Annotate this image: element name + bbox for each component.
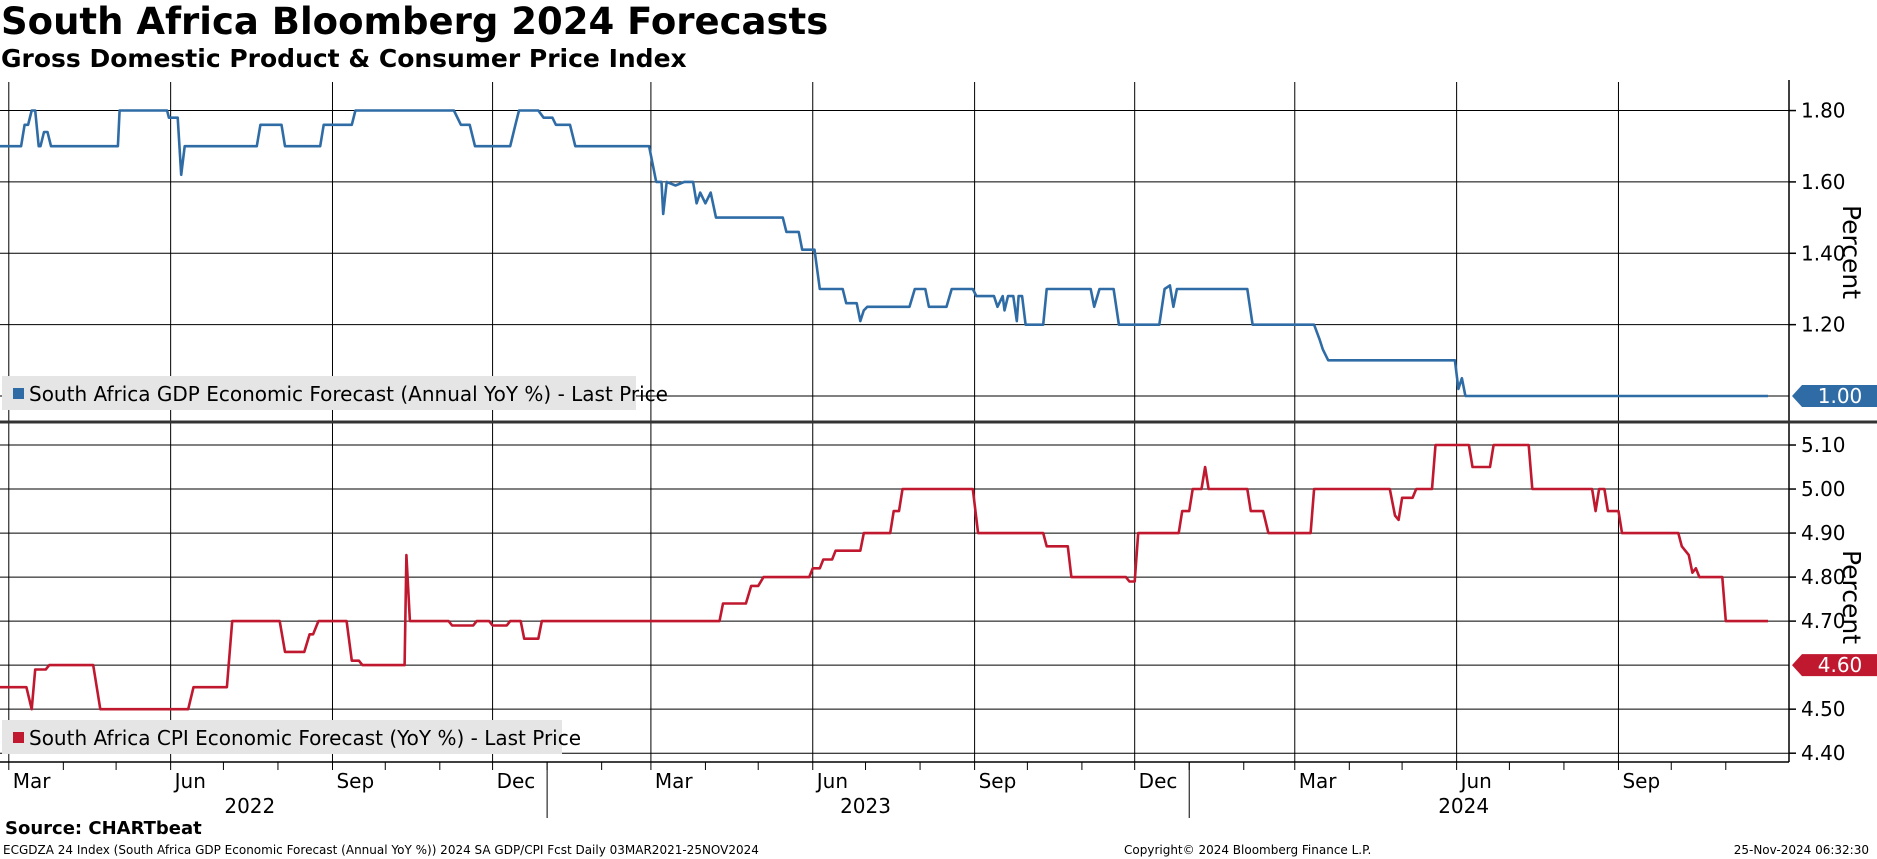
legend-swatch	[13, 732, 24, 743]
series-line	[0, 109, 1768, 398]
y-tick-label: 1.20	[1801, 313, 1846, 337]
legend-box	[2, 376, 636, 410]
last-value-tag: 4.60	[1792, 653, 1877, 677]
last-value-badge	[1792, 385, 1877, 408]
y-tick-label: 1.40	[1801, 241, 1846, 265]
x-year-label: 2023	[840, 794, 891, 818]
y-tick-label: 4.50	[1801, 697, 1846, 721]
gdp-panel: 1.80 1.60 1.40 1.20 1.00 Percent South Africa …	[0, 80, 1877, 421]
x-tick-label: Mar	[1299, 769, 1338, 793]
timestamp: 25-Nov-2024 06:32:30	[1733, 843, 1869, 857]
legend: South Africa CPI Economic Forecast (YoY …	[2, 720, 581, 754]
ticker-info: ECGDZA 24 Index (South Africa GDP Econom…	[3, 843, 759, 857]
y-tick-label: 4.90	[1801, 521, 1846, 545]
x-tick-label: Jun	[815, 769, 848, 793]
x-year-label: 2024	[1438, 794, 1489, 818]
y-tick-label: 1.80	[1801, 99, 1846, 123]
y-tick-label: 5.00	[1801, 477, 1846, 501]
x-tick-label: Sep	[979, 769, 1017, 793]
page-title: South Africa Bloomberg 2024 Forecasts	[1, 0, 829, 43]
y-tick-label: 4.80	[1801, 565, 1846, 589]
last-value-label: 1.00	[1818, 384, 1863, 408]
legend-label: South Africa CPI Economic Forecast (YoY …	[29, 726, 581, 750]
y-axis-label: Percent	[1837, 550, 1866, 644]
x-tick-label: Mar	[13, 769, 52, 793]
legend-swatch	[13, 388, 24, 399]
legend: South Africa GDP Economic Forecast (Annu…	[2, 376, 668, 410]
x-tick-label: Sep	[1622, 769, 1660, 793]
legend-label: South Africa GDP Economic Forecast (Annu…	[29, 382, 668, 406]
x-tick-label: Jun	[1459, 769, 1492, 793]
last-value-label: 4.60	[1818, 653, 1863, 677]
x-tick-label: Dec	[1139, 769, 1178, 793]
x-tick-label: Dec	[497, 769, 536, 793]
x-tick-label: Jun	[173, 769, 206, 793]
copyright-note: Copyright© 2024 Bloomberg Finance L.P.	[1124, 843, 1372, 857]
cpi-panel: 5.10 5.00 4.90 4.80 4.70 4.50 4.40 4.60 Percent S…	[0, 421, 1877, 765]
x-year-label: 2022	[224, 794, 275, 818]
page-subtitle: Gross Domestic Product & Consumer Price …	[1, 44, 687, 73]
last-value-badge	[1792, 654, 1877, 677]
source-note: Source: CHARTbeat	[5, 818, 202, 839]
x-tick-label: Mar	[655, 769, 694, 793]
y-tick-label: 4.70	[1801, 609, 1846, 633]
y-tick-label: 5.10	[1801, 433, 1846, 457]
x-tick-label: Sep	[336, 769, 374, 793]
legend-box	[2, 720, 562, 754]
series-line	[0, 443, 1768, 711]
y-tick-label: 1.60	[1801, 170, 1846, 194]
y-tick-label: 4.40	[1801, 741, 1846, 765]
last-value-tag: 1.00	[1792, 384, 1877, 408]
y-axis-label: Percent	[1837, 205, 1866, 299]
